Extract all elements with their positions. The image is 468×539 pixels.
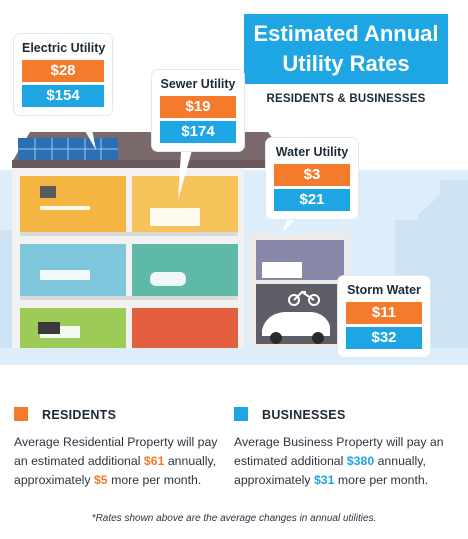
callout-electric-utility: Electric Utility $28 $154 [14,34,112,115]
legend-residents: RESIDENTS [14,406,116,424]
businesses-rate: $154 [22,85,104,107]
monthly-amount: $31 [313,473,335,487]
title-line-1: Estimated Annual [253,21,439,46]
desc-text: more per month. [334,473,429,487]
desc-text: annually, [374,454,426,468]
monthly-amount: $5 [93,473,108,487]
callout-label: Electric Utility [22,41,106,55]
title-banner: Estimated Annual Utility Rates [244,14,448,84]
desc-text: approximately [14,473,94,487]
desc-line: approximately $5 more per month. [14,471,224,490]
solar-panel-icon [18,138,118,160]
title-line-2: Utility Rates [282,51,410,76]
businesses-swatch [234,407,248,421]
callout-label: Sewer Utility [160,77,236,91]
desc-line: Average Business Property will pay an [234,435,444,449]
callout-label: Water Utility [275,145,349,159]
hero-illustration: Estimated Annual Utility Rates RESIDENTS… [0,14,468,365]
businesses-rate: $32 [346,327,422,349]
annual-amount: $380 [346,454,375,468]
desc-text: more per month. [107,473,202,487]
desc-line: an estimated additional $61 annually, [14,452,224,471]
callout-storm-water: Storm Water $11 $32 [338,276,430,357]
subtitle: RESIDENTS & BUSINESSES [266,93,426,105]
desc-line: approximately $31 more per month. [234,471,464,490]
residents-rate: $28 [22,60,104,82]
bicycle-icon [288,290,320,306]
residents-rate: $3 [274,164,350,186]
residents-rate: $11 [346,302,422,324]
residents-swatch [14,407,28,421]
callout-sewer-utility: Sewer Utility $19 $174 [152,70,244,151]
legend-title: RESIDENTS [42,408,117,422]
desc-text: annually, [164,454,217,468]
legend-businesses: BUSINESSES [234,406,346,424]
businesses-rate: $21 [274,189,350,211]
residents-rate: $19 [160,96,236,118]
desc-text: estimated additional [234,454,347,468]
desc-text: an estimated additional [14,454,144,468]
annual-amount: $61 [143,454,165,468]
callout-water-utility: Water Utility $3 $21 [266,138,358,219]
legend-title: BUSINESSES [262,408,346,422]
businesses-rate: $174 [160,121,236,143]
desc-line: Average Residential Property will pay [14,435,218,449]
callout-label: Storm Water [347,283,421,297]
car-icon [262,312,330,344]
desc-text: approximately [234,473,314,487]
desc-line: estimated additional $380 annually, [234,452,464,471]
businesses-description: Average Business Property will pay an es… [234,433,464,490]
residents-description: Average Residential Property will pay an… [14,433,224,490]
footnote: *Rates shown above are the average chang… [91,513,377,524]
